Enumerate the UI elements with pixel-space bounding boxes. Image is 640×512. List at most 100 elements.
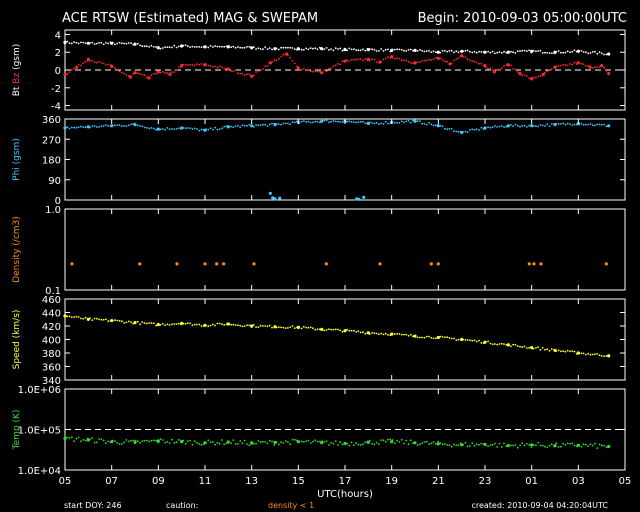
data-point	[355, 49, 358, 51]
y-axis-label-part: Bz	[12, 73, 22, 87]
data-point	[203, 262, 207, 266]
data-point	[491, 50, 494, 53]
data-point	[439, 124, 442, 127]
data-point	[462, 55, 464, 58]
data-point	[371, 442, 373, 445]
y-tick-label: 4	[55, 30, 61, 41]
data-point	[148, 322, 151, 324]
data-point	[136, 72, 139, 75]
data-point	[560, 350, 562, 353]
data-point	[268, 324, 271, 327]
data-point	[357, 49, 360, 52]
data-point	[348, 329, 351, 332]
data-point	[239, 324, 242, 327]
data-point	[82, 41, 85, 44]
data-point	[262, 123, 264, 126]
data-point	[202, 325, 205, 327]
mag-panel: 4 2 0 -2 -4 Bt Bz (gsm)	[12, 29, 626, 113]
data-point	[489, 67, 492, 70]
data-point	[384, 48, 387, 51]
data-point	[582, 63, 585, 66]
data-point	[594, 124, 596, 127]
data-point	[307, 326, 310, 329]
data-point	[80, 440, 82, 443]
data-point	[571, 63, 574, 66]
data-point	[373, 443, 376, 446]
data-point	[130, 42, 132, 44]
x-tick-label: 01	[525, 476, 538, 487]
data-point	[309, 326, 312, 329]
data-point	[430, 336, 433, 339]
data-point	[150, 74, 153, 77]
data-point	[514, 68, 517, 71]
data-point	[591, 51, 594, 53]
data-point	[157, 127, 160, 130]
created-timestamp: created: 2010-09-04 04:20:04UTC	[471, 501, 608, 510]
data-point	[544, 51, 546, 54]
data-point	[123, 125, 125, 127]
data-point	[123, 72, 125, 75]
data-point	[80, 41, 82, 44]
data-point	[573, 49, 576, 52]
data-point	[130, 439, 132, 442]
data-point	[157, 46, 160, 48]
data-point	[196, 128, 198, 130]
data-point	[503, 343, 505, 345]
data-point	[539, 49, 542, 52]
x-tick-label: 17	[339, 476, 352, 487]
data-point	[182, 44, 185, 47]
data-point	[309, 70, 312, 73]
data-point	[73, 440, 75, 443]
data-point	[478, 443, 480, 446]
data-point	[277, 443, 280, 446]
data-point	[453, 130, 455, 133]
data-point	[341, 443, 344, 446]
data-point	[464, 49, 467, 52]
data-point	[368, 121, 371, 124]
data-point	[421, 49, 423, 52]
data-point	[105, 124, 107, 126]
data-point	[428, 58, 430, 61]
data-point	[318, 121, 321, 124]
data-point	[430, 51, 433, 53]
data-point	[466, 339, 469, 341]
y-tick-label: 2	[55, 48, 61, 59]
data-point	[273, 197, 277, 201]
data-point	[289, 123, 292, 126]
data-point	[64, 435, 66, 438]
data-point	[125, 125, 128, 127]
data-point	[405, 59, 408, 62]
data-point	[107, 124, 110, 127]
data-point	[496, 343, 499, 346]
data-point	[391, 439, 394, 441]
data-point	[550, 348, 553, 350]
data-point	[450, 128, 453, 130]
data-point	[330, 442, 332, 444]
data-point	[594, 66, 596, 69]
data-point	[289, 443, 292, 446]
data-point	[234, 69, 237, 72]
data-point	[284, 327, 287, 329]
data-point	[307, 48, 310, 51]
y-axis-label: Density (/cm3)	[12, 216, 22, 283]
data-point	[334, 64, 337, 67]
data-point	[275, 47, 278, 50]
data-point	[450, 337, 453, 340]
data-point	[91, 41, 94, 44]
data-point	[439, 442, 442, 445]
data-point	[478, 129, 480, 131]
data-point	[544, 348, 546, 351]
data-point	[562, 63, 565, 66]
data-point	[139, 323, 142, 326]
data-point	[123, 441, 125, 444]
data-point	[587, 445, 590, 448]
data-point	[569, 350, 571, 353]
data-point	[109, 319, 112, 322]
y-tick-label: 90	[48, 176, 61, 187]
data-point	[198, 323, 201, 326]
data-point	[396, 57, 398, 60]
data-point	[482, 342, 485, 344]
data-point	[143, 74, 146, 77]
data-point	[320, 441, 324, 445]
data-point	[605, 355, 608, 357]
